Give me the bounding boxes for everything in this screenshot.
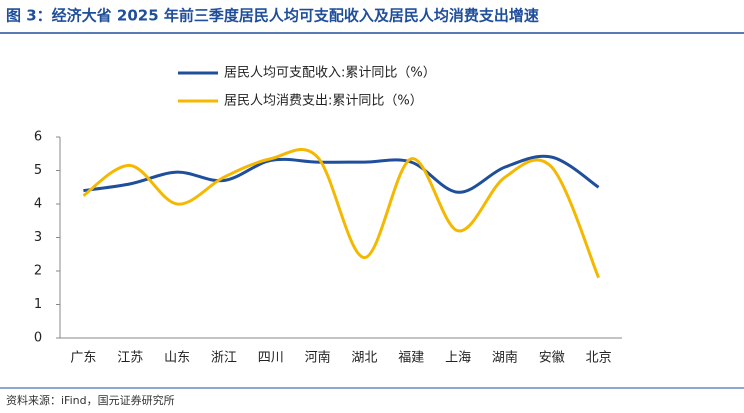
x-tick-label: 上海 <box>445 351 471 366</box>
series-line <box>83 154 600 194</box>
x-tick-label: 湖南 <box>492 350 518 366</box>
x-tick-label: 福建 <box>398 351 424 366</box>
y-tick-label: 5 <box>34 163 42 178</box>
x-tick-label: 河南 <box>305 350 331 366</box>
y-tick-label: 2 <box>34 264 42 279</box>
x-tick-label: 湖北 <box>351 351 377 366</box>
source: 资料来源：iFind，国元证券研究所 <box>6 393 175 407</box>
legend-label: 居民人均可支配收入:累计同比（%） <box>224 66 436 81</box>
legend-label: 居民人均消费支出:累计同比（%） <box>224 94 423 109</box>
x-tick-label: 浙江 <box>211 351 237 366</box>
x-tick-label: 江苏 <box>117 350 143 366</box>
x-tick-label: 北京 <box>586 351 612 366</box>
x-tick-label: 山东 <box>164 351 190 366</box>
y-tick-label: 3 <box>34 230 42 245</box>
y-tick-label: 6 <box>34 130 42 145</box>
x-tick-label: 四川 <box>258 351 284 366</box>
x-tick-label: 安徽 <box>539 351 565 366</box>
x-tick-label: 广东 <box>70 351 96 366</box>
chart-title: 图 3：经济大省 2025 年前三季度居民人均可支配收入及居民人均消费支出增速 <box>6 7 539 25</box>
y-tick-label: 0 <box>34 331 42 346</box>
y-tick-label: 4 <box>34 197 42 212</box>
series-line <box>82 148 600 279</box>
y-tick-label: 1 <box>34 297 42 312</box>
